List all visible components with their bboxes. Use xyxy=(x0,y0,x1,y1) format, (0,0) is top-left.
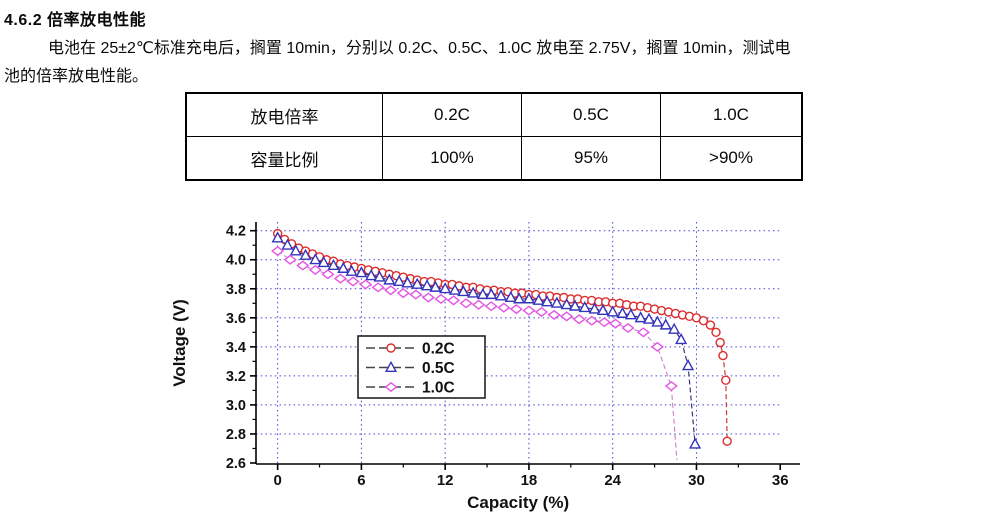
cell-rate-1p0c: 1.0C xyxy=(660,92,803,137)
svg-text:2.8: 2.8 xyxy=(226,427,246,443)
svg-text:0.5C: 0.5C xyxy=(422,360,455,377)
series-0.2C xyxy=(272,228,732,446)
legend-item-0.2C: 0.2C xyxy=(366,341,455,358)
svg-text:3.0: 3.0 xyxy=(226,398,246,414)
svg-text:36: 36 xyxy=(772,472,789,489)
svg-text:24: 24 xyxy=(604,472,621,489)
cell-capacity-ratio-header: 容量比例 xyxy=(185,136,383,181)
svg-text:4.0: 4.0 xyxy=(226,253,246,269)
series-1.0C xyxy=(271,245,678,461)
svg-text:3.8: 3.8 xyxy=(226,282,246,298)
svg-text:1.0C: 1.0C xyxy=(422,380,455,397)
svg-text:3.2: 3.2 xyxy=(226,369,246,385)
section-heading: 4.6.2 倍率放电性能 xyxy=(4,12,147,29)
svg-text:6: 6 xyxy=(357,472,365,489)
svg-text:3.4: 3.4 xyxy=(226,340,246,356)
discharge-curve-chart: 0 6 12 18 24 30 36 2.6 2.8 3.0 3.2 3.4 3.6 3.8 4.0 4.2 C… xyxy=(168,202,858,518)
svg-text:12: 12 xyxy=(437,472,454,489)
legend: 0.2C 0.5C 1.0C xyxy=(357,335,486,399)
y-axis-title: Voltage (V) xyxy=(170,299,189,387)
svg-text:0.2C: 0.2C xyxy=(422,341,455,358)
legend-item-1.0C: 1.0C xyxy=(366,380,455,397)
cell-rate-0p2c: 0.2C xyxy=(382,92,522,137)
svg-text:2.6: 2.6 xyxy=(226,456,246,472)
cell-rate-0p5c: 0.5C xyxy=(521,92,661,137)
svg-text:3.6: 3.6 xyxy=(226,311,246,327)
cell-capacity-1p0c: >90% xyxy=(660,136,803,181)
cell-discharge-rate-header: 放电倍率 xyxy=(185,92,383,137)
chart-canvas: 0 6 12 18 24 30 36 2.6 2.8 3.0 3.2 3.4 3.6 3.8 4.0 4.2 C… xyxy=(170,222,800,512)
svg-text:30: 30 xyxy=(688,472,705,489)
x-axis-title: Capacity (%) xyxy=(467,493,569,512)
svg-text:4.2: 4.2 xyxy=(226,224,246,240)
table-row: 容量比例 100% 95% >90% xyxy=(185,136,803,181)
table-row: 放电倍率 0.2C 0.5C 1.0C xyxy=(185,92,803,137)
cell-capacity-0p5c: 95% xyxy=(521,136,661,181)
legend-item-0.5C: 0.5C xyxy=(366,360,455,377)
rate-discharge-table: 放电倍率 0.2C 0.5C 1.0C 容量比例 100% 95% >90% xyxy=(185,92,803,181)
svg-text:0: 0 xyxy=(273,472,281,489)
procedure-paragraph-line-1: 电池在 25±2℃标准充电后，搁置 10min，分别以 0.2C、0.5C、1.… xyxy=(48,40,791,57)
cell-capacity-0p2c: 100% xyxy=(382,136,522,181)
series-0.5C xyxy=(271,231,702,449)
procedure-paragraph-line-2: 池的倍率放电性能。 xyxy=(4,68,149,85)
svg-text:18: 18 xyxy=(521,472,538,489)
